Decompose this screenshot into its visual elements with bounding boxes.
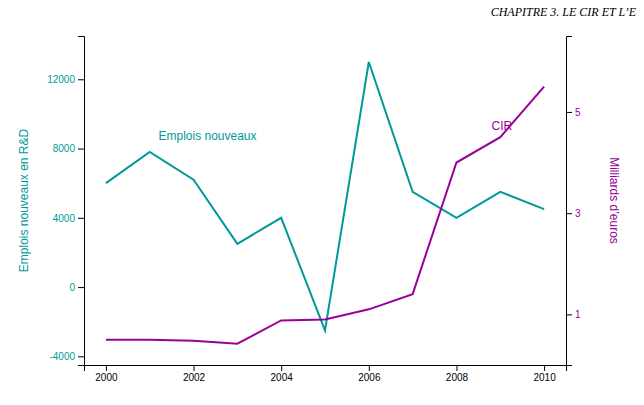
- x-axis-tick-label: 2002: [183, 372, 206, 383]
- y-axis-tick: -4000: [49, 351, 84, 362]
- x-axis-tick-mark: [194, 365, 195, 371]
- y2-axis-tick: 1: [566, 309, 581, 320]
- chart-container: 200020022004200620082010-400004000800012…: [0, 0, 644, 405]
- x-axis-tick-label: 2000: [95, 372, 118, 383]
- y-axis: -4000 0 4000 8000 12000: [47, 37, 84, 366]
- y-axis-title: Emplois nouveaux en R&D: [17, 128, 31, 272]
- y2-axis-tick-label: 3: [575, 208, 581, 219]
- annotation: Emplois nouveaux: [158, 129, 256, 143]
- x-axis-tick-label: 2010: [533, 372, 556, 383]
- x-axis-tick-mark: [544, 365, 545, 371]
- x-axis-line: [85, 366, 567, 372]
- series-line: [106, 87, 544, 344]
- x-axis-tick-mark: [106, 365, 107, 371]
- x-axis-tick-mark: [456, 365, 457, 371]
- x-axis-tick-label: 2008: [446, 372, 469, 383]
- y-axis-tick-mark: [78, 79, 84, 80]
- y-axis-tick-label: 0: [69, 282, 75, 293]
- x-axis-tick-mark: [369, 365, 370, 371]
- title: CHAPITRE 3. LE CIR ET L’E: [491, 5, 637, 19]
- series-line: [106, 62, 544, 330]
- x-axis-tick: 2010: [533, 365, 556, 383]
- y2-axis-tick-mark: [566, 112, 572, 113]
- x-axis-tick: 2000: [95, 365, 118, 383]
- x-axis-tick-label: 2006: [358, 372, 381, 383]
- y-axis-tick: 8000: [53, 143, 84, 154]
- y-axis-tick-mark: [78, 287, 84, 288]
- lines: [106, 62, 544, 344]
- x-axis-tick-label: 2004: [271, 372, 294, 383]
- y2-axis-title: Milliards d’euros: [607, 157, 621, 244]
- y2-axis-line: [567, 37, 573, 366]
- y2-axis: 1 3 5: [566, 37, 581, 366]
- y2-axis-tick-mark: [566, 314, 572, 315]
- x-axis: 2000 2002 2004 2006 2008 2010: [85, 365, 567, 383]
- y-axis-tick: 4000: [53, 213, 84, 224]
- y-axis-tick: 0: [69, 282, 84, 293]
- y-axis-tick-label: 8000: [53, 143, 76, 154]
- y-axis-tick-mark: [78, 356, 84, 357]
- y-axis-tick-mark: [78, 149, 84, 150]
- x-axis-tick: 2008: [446, 365, 469, 383]
- y-axis-tick-mark: [78, 218, 84, 219]
- x-axis-tick: 2002: [183, 365, 206, 383]
- y2-axis-tick-label: 5: [575, 107, 581, 118]
- x-axis-tick-mark: [281, 365, 282, 371]
- y-axis-line: [78, 37, 85, 366]
- x-axis-tick: 2006: [358, 365, 381, 383]
- y2-axis-tick: 3: [566, 208, 581, 219]
- y-axis-tick-label: 4000: [53, 213, 76, 224]
- y-axis-tick-label: -4000: [49, 351, 75, 362]
- y-axis-tick: 12000: [47, 74, 84, 85]
- annotation: CIR: [492, 119, 513, 133]
- y2-axis-tick-mark: [566, 213, 572, 214]
- plot-area: 200020022004200620082010-400004000800012…: [47, 37, 581, 384]
- y-axis-tick-label: 12000: [47, 74, 75, 85]
- y2-axis-tick-label: 1: [575, 309, 581, 320]
- x-axis-tick: 2004: [271, 365, 294, 383]
- chart-svg: 200020022004200620082010-400004000800012…: [0, 0, 644, 405]
- y2-axis-tick: 5: [566, 107, 581, 118]
